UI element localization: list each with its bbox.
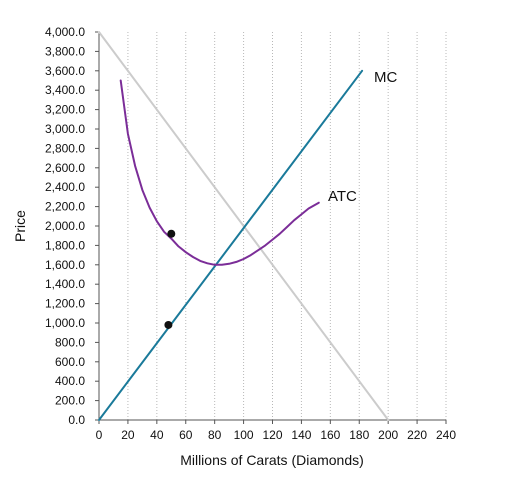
x-tick-label: 20 xyxy=(121,428,135,442)
y-tick-label: 2,200.0 xyxy=(45,200,85,214)
y-tick-label: 800.0 xyxy=(55,335,85,349)
x-tick-label: 160 xyxy=(320,428,340,442)
y-tick-label: 2,000.0 xyxy=(45,219,85,233)
y-axis-title: Price xyxy=(12,210,28,242)
y-tick-label: 2,800.0 xyxy=(45,141,85,155)
y-tick-label: 3,200.0 xyxy=(45,103,85,117)
labels: Millions of Carats (Diamonds) Price MC A… xyxy=(12,69,397,468)
mc-line xyxy=(98,69,364,421)
data-point xyxy=(164,320,173,329)
y-tick-label: 1,600.0 xyxy=(45,258,85,272)
y-tick-label: 4,000.0 xyxy=(45,25,85,39)
x-tick-label: 100 xyxy=(234,428,254,442)
y-tick-label: 1,800.0 xyxy=(45,238,85,252)
x-tick-label: 220 xyxy=(407,428,427,442)
y-tick-label: 2,600.0 xyxy=(45,161,85,175)
y-tick-label: 3,800.0 xyxy=(45,44,85,58)
x-axis-title: Millions of Carats (Diamonds) xyxy=(180,452,364,468)
axes: 0.0 200.0 400.0 600.0 800.0 1,000.0 1,200.0 1,4… xyxy=(45,25,456,442)
y-tick-label: 1,400.0 xyxy=(45,277,85,291)
y-tick-label: 2,400.0 xyxy=(45,180,85,194)
x-tick-label: 0 xyxy=(96,428,103,442)
y-tick-label: 200.0 xyxy=(55,394,85,408)
x-tick-label: 120 xyxy=(262,428,282,442)
x-tick-label: 40 xyxy=(150,428,164,442)
y-tick-label: 3,000.0 xyxy=(45,122,85,136)
atc-label: ATC xyxy=(328,188,357,205)
y-tick-label: 400.0 xyxy=(55,374,85,388)
y-tick-label: 1,000.0 xyxy=(45,316,85,330)
y-tick-label: 1,200.0 xyxy=(45,297,85,311)
demand-line xyxy=(98,31,390,421)
x-tick-label: 180 xyxy=(349,428,369,442)
x-tick-label: 240 xyxy=(436,428,456,442)
data-point xyxy=(167,229,176,238)
y-tick-label: 600.0 xyxy=(55,355,85,369)
x-tick-label: 140 xyxy=(291,428,311,442)
y-tick-label: 0.0 xyxy=(68,413,85,427)
y-tick-label: 3,400.0 xyxy=(45,83,85,97)
x-tick-label: 80 xyxy=(208,428,222,442)
series-layer xyxy=(98,31,390,421)
x-tick-label: 60 xyxy=(179,428,193,442)
mc-label: MC xyxy=(374,69,397,86)
atc-curve xyxy=(119,79,320,266)
x-tick-label: 200 xyxy=(378,428,398,442)
y-tick-label: 3,600.0 xyxy=(45,64,85,78)
